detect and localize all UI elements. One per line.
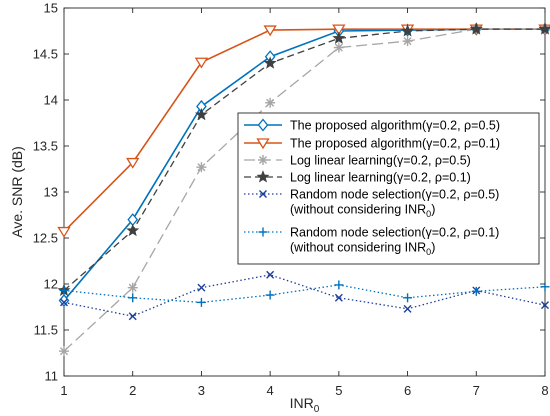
legend-label-line2-main: (without considering INR	[290, 241, 426, 255]
series-4-point	[538, 22, 550, 35]
x-tick-label: 7	[473, 383, 480, 398]
series-2-point	[332, 24, 346, 36]
legend-label-line2-sub: 0	[426, 209, 431, 219]
x-axis-label-main: INR	[290, 395, 314, 411]
legend-swatch-marker	[257, 118, 269, 132]
legend-label-line2: (without considering INR0)	[290, 203, 435, 220]
legend-swatch-marker	[259, 190, 267, 198]
series-6-point	[59, 285, 69, 295]
x-tick-label: 6	[404, 383, 411, 398]
legend-label-line2-end: )	[431, 203, 435, 217]
legend-label: Random node selection(γ=0.2, ρ=0.5)	[290, 188, 499, 202]
series-3-point	[127, 282, 138, 293]
legend-swatch-marker	[258, 227, 268, 237]
series-2-point	[126, 157, 140, 169]
series-6-point	[403, 293, 413, 303]
series-3-point	[59, 346, 69, 357]
series-3-point	[402, 36, 413, 47]
legend: The proposed algorithm(γ=0.2, ρ=0.5) The …	[237, 112, 540, 265]
legend-item-3: Log linear learning(γ=0.2, ρ=0.5)	[244, 154, 471, 168]
legend-swatch-marker	[256, 170, 270, 183]
x-tick-label: 8	[541, 383, 548, 398]
legend-label: Log linear learning(γ=0.2, ρ=0.1)	[290, 171, 471, 185]
x-tick-label: 4	[267, 383, 274, 398]
y-tick-label: 12	[44, 277, 58, 292]
series-3-point	[333, 42, 344, 53]
legend-label: Random node selection(γ=0.2, ρ=0.1)	[290, 226, 499, 240]
legend-label-line2-main: (without considering INR	[290, 203, 426, 217]
legend-label: The proposed algorithm(γ=0.2, ρ=0.5)	[290, 119, 500, 133]
legend-swatch-marker	[258, 155, 268, 165]
x-tick-label: 2	[129, 383, 136, 398]
series-3-line	[63, 28, 545, 352]
legend-label-line2-end: )	[431, 241, 435, 255]
x-tick-label: 3	[198, 383, 205, 398]
series-6-line	[63, 284, 546, 304]
legend-item-2: The proposed algorithm(γ=0.2, ρ=0.1)	[244, 137, 500, 151]
series-3-point	[196, 162, 207, 173]
series-6-point	[196, 297, 206, 307]
legend-box	[237, 112, 540, 265]
series-4-point	[126, 223, 140, 237]
series-3-point	[265, 97, 276, 108]
series-4-point	[332, 31, 346, 44]
series-5-point	[128, 312, 137, 321]
x-axis-label: INR0	[290, 395, 320, 415]
y-tick-label: 12.5	[33, 231, 58, 246]
legend-label: The proposed algorithm(γ=0.2, ρ=0.1)	[290, 137, 500, 151]
series-2-point	[263, 25, 277, 37]
legend-label-line2: (without considering INR0)	[290, 241, 435, 258]
series-6-point	[334, 280, 344, 290]
legend-item-6: Random node selection(γ=0.2, ρ=0.1)(with…	[244, 226, 499, 258]
series-5-point	[60, 298, 68, 307]
x-tick-label: 5	[335, 383, 342, 398]
series-4-point	[469, 22, 483, 35]
series-6-point	[265, 290, 275, 300]
y-tick-label: 15	[44, 1, 58, 16]
series-6-point	[128, 293, 138, 303]
series-5-point	[541, 301, 549, 310]
y-tick-label: 13.5	[33, 139, 58, 154]
x-axis-label-sub: 0	[314, 404, 320, 415]
y-axis-label: Ave. SNR (dB)	[9, 146, 25, 238]
y-tick-label: 11.5	[34, 323, 58, 338]
series-4	[57, 22, 550, 296]
series-5-point	[403, 304, 412, 313]
legend-item-5: Random node selection(γ=0.2, ρ=0.5)(with…	[244, 188, 499, 220]
series-4-point	[263, 56, 277, 69]
legend-item-4: Log linear learning(γ=0.2, ρ=0.1)	[244, 170, 471, 185]
series-5-point	[266, 270, 275, 279]
series-4-point	[194, 107, 208, 121]
legend-label: Log linear learning(γ=0.2, ρ=0.5)	[290, 154, 471, 168]
series-4-point	[401, 24, 415, 37]
series-6-point	[471, 286, 481, 296]
legend-label-line2-sub: 0	[426, 247, 431, 257]
legend-swatch-marker	[256, 138, 270, 150]
y-tick-label: 14.5	[33, 47, 58, 62]
legend-item-1: The proposed algorithm(γ=0.2, ρ=0.5)	[244, 118, 500, 133]
y-tick-label: 13	[44, 185, 58, 200]
series-2-point	[57, 226, 71, 238]
series-6	[59, 280, 550, 307]
series-5-point	[334, 293, 343, 302]
y-tick-label: 11	[45, 369, 59, 384]
series-layer	[57, 22, 550, 357]
series-2-point	[194, 57, 209, 69]
y-tick-label: 14	[44, 93, 58, 108]
series-4-line	[63, 28, 545, 291]
x-tick-label: 1	[60, 383, 67, 398]
series-5-point	[197, 283, 206, 292]
